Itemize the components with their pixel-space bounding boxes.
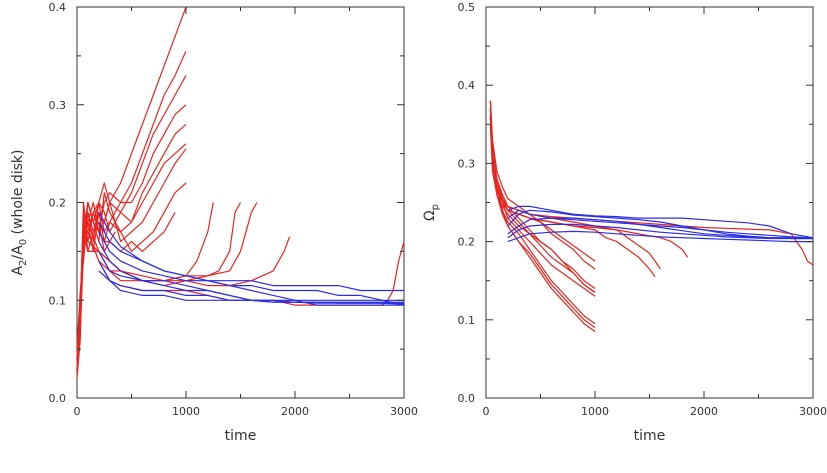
blue-series-line — [98, 241, 405, 305]
plot-frame-right — [485, 6, 814, 399]
y-label-slash: /A — [10, 245, 26, 260]
red-series-line — [76, 143, 187, 369]
y-label-omega: Ω — [422, 210, 438, 221]
x-tick-label: 0 — [483, 405, 490, 418]
y-tick-label: 0.0 — [458, 392, 476, 405]
x-tick-label: 2000 — [690, 405, 718, 418]
y-label-rest: (whole disk) — [10, 149, 26, 238]
y-label-sub-p: p — [430, 204, 441, 210]
red-series-line — [489, 124, 596, 297]
y-label-sub2: 2 — [18, 260, 29, 266]
y-label-sub0: 0 — [18, 239, 29, 245]
x-tick-label: 2000 — [281, 405, 309, 418]
x-axis-label-right: time — [634, 428, 666, 444]
blue-series-line — [507, 217, 813, 239]
y-axis-label-right: Ωp — [422, 204, 441, 221]
red-series-line — [76, 6, 187, 350]
red-series-line — [76, 50, 187, 359]
x-tick-label: 1000 — [581, 405, 609, 418]
red-series-line — [489, 108, 656, 278]
y-tick-label: 0.5 — [458, 1, 476, 14]
red-series-line — [489, 108, 814, 266]
y-tick-label: 0.3 — [458, 157, 476, 170]
ticks-right: 0 1000 2000 3000 0.0 0.1 0.2 0.3 0.4 0.5 — [458, 1, 827, 418]
y-tick-label: 0.2 — [49, 197, 67, 210]
y-tick-label: 0.1 — [49, 294, 67, 307]
y-tick-label: 0.4 — [49, 1, 67, 14]
blue-series-line — [98, 221, 404, 292]
blue-series-line — [507, 209, 814, 239]
y-label-a: A — [10, 266, 26, 276]
x-tick-label: 0 — [74, 405, 81, 418]
y-tick-label: 0.0 — [49, 392, 67, 405]
panel-pattern-speed: 0 1000 2000 3000 0.0 0.1 0.2 0.3 0.4 0.5 time Ωp — [422, 1, 827, 444]
red-series-line — [76, 148, 187, 359]
blue-series-line — [507, 223, 813, 240]
blue-series-line — [98, 251, 404, 306]
x-tick-label: 1000 — [172, 405, 200, 418]
y-axis-label-left: A2/A0 (whole disk) — [10, 149, 29, 275]
red-series-line — [489, 100, 661, 270]
series-group-left — [76, 6, 405, 379]
red-series-line — [489, 108, 596, 289]
red-series-line — [489, 116, 596, 262]
x-axis-label-left: time — [225, 428, 257, 444]
x-tick-label: 3000 — [390, 405, 418, 418]
ticks-left: 0 1000 2000 3000 0.0 0.1 0.2 0.3 0.4 — [49, 1, 419, 418]
blue-series-line — [98, 270, 404, 303]
blue-series-line — [507, 230, 813, 243]
blue-series-line — [98, 212, 404, 301]
blue-series-line — [98, 231, 405, 306]
series-group-right — [489, 100, 814, 332]
y-tick-label: 0.3 — [49, 99, 67, 112]
y-tick-label: 0.4 — [458, 79, 476, 92]
panel-a2-ratio: 0 1000 2000 3000 0.0 0.1 0.2 0.3 0.4 time A2/A0 … — [10, 1, 418, 444]
blue-series-line — [507, 205, 814, 239]
y-tick-label: 0.1 — [458, 314, 476, 327]
x-tick-label: 3000 — [799, 405, 827, 418]
y-tick-label: 0.2 — [458, 236, 476, 249]
blue-series-line — [98, 260, 404, 304]
